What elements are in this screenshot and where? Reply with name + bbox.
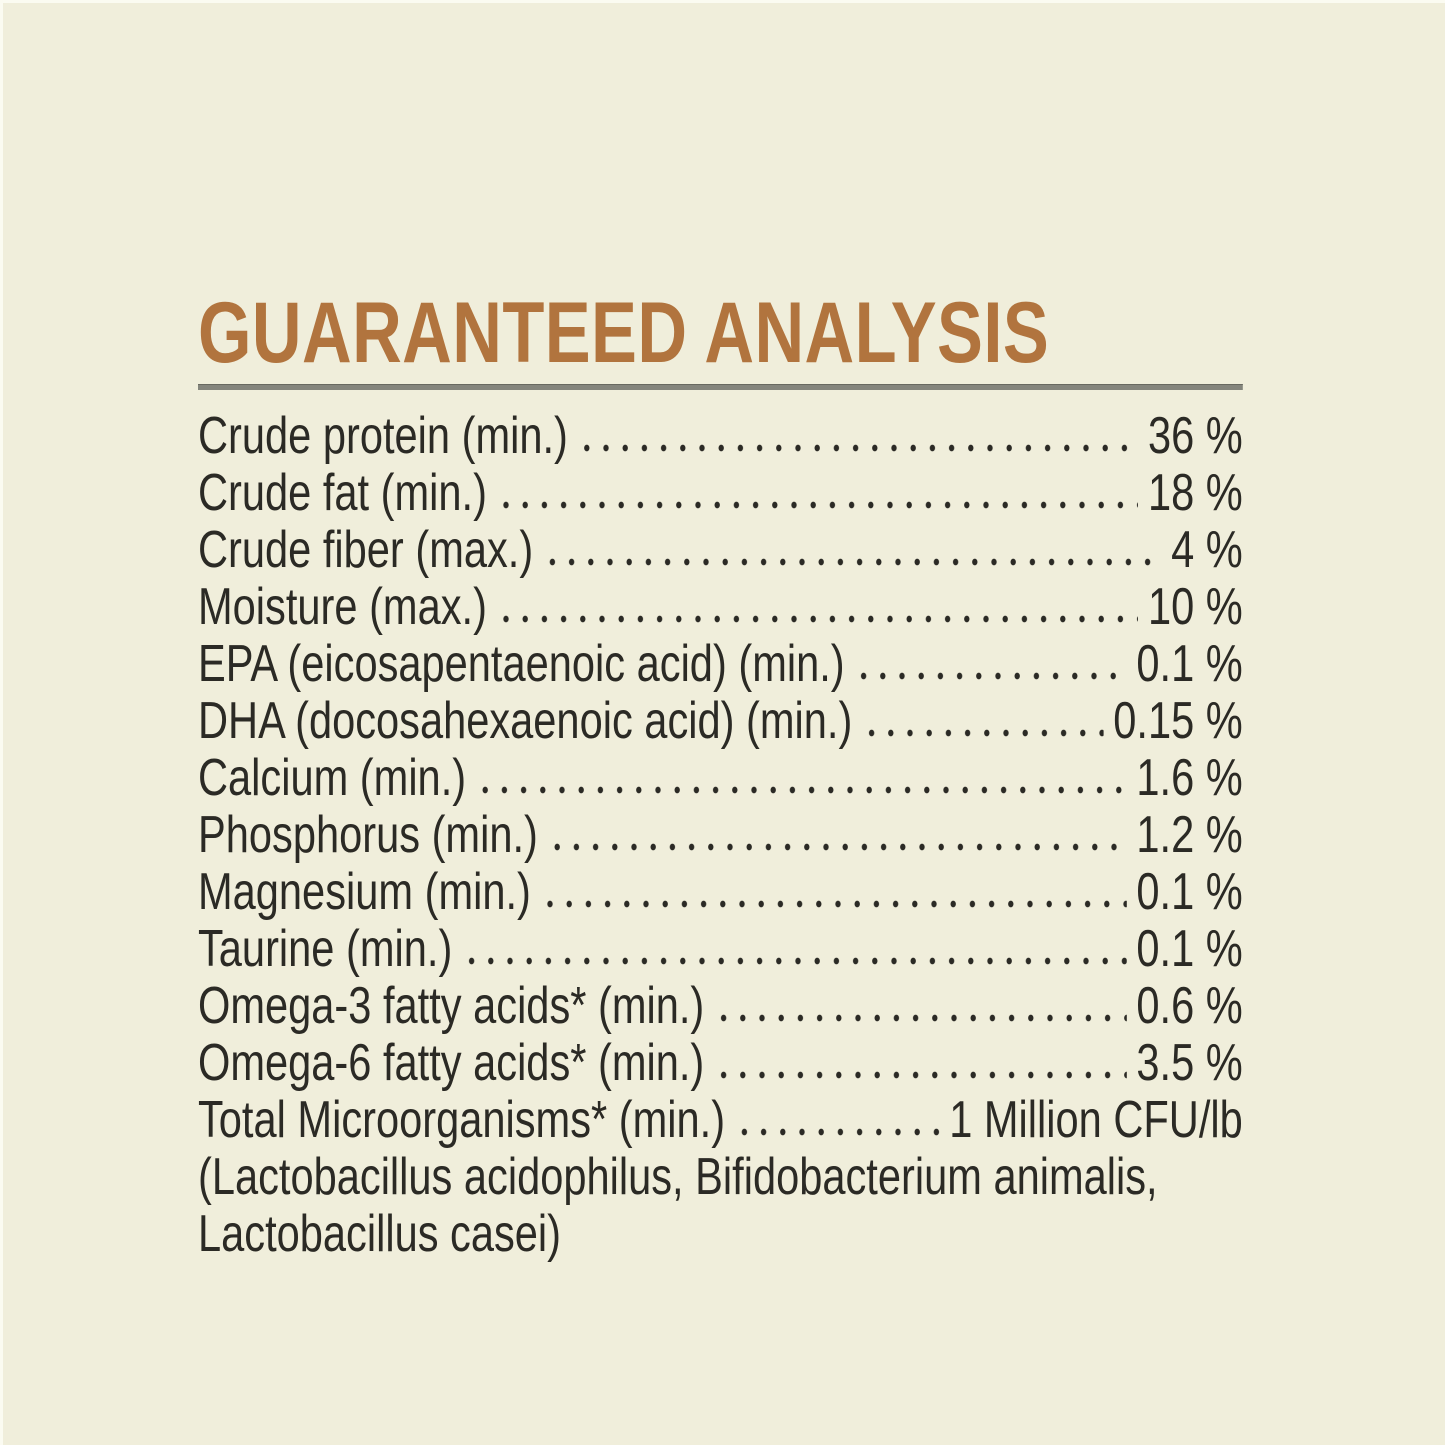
dotted-leader [475, 786, 1127, 795]
nutrient-label: Magnesium (min.) [198, 863, 531, 921]
analysis-row-magnesium: Magnesium (min.) 0.1 % [198, 864, 1243, 921]
guaranteed-analysis-section: GUARANTEED ANALYSIS Crude protein (min.)… [198, 290, 1243, 1263]
analysis-row-dha: DHA (docosahexaenoic acid) (min.) 0.15 % [198, 693, 1243, 750]
dotted-leader [713, 1071, 1127, 1080]
dotted-leader [734, 1128, 940, 1137]
analysis-row-crude-fat: Crude fat (min.) 18 % [198, 465, 1243, 522]
nutrient-value: 36 % [1147, 407, 1243, 465]
analysis-row-crude-protein: Crude protein (min.) 36 % [198, 408, 1243, 465]
nutrient-label: Omega-3 fatty acids* (min.) [198, 977, 705, 1035]
title-rule [198, 384, 1243, 390]
nutrient-value: 1.6 % [1136, 749, 1243, 807]
nutrient-label: Calcium (min.) [198, 749, 467, 807]
nutrient-value: 3.5 % [1136, 1034, 1243, 1092]
nutrient-label: DHA (docosahexaenoic acid) (min.) [198, 692, 853, 750]
nutrient-label: EPA (eicosapentaenoic acid) (min.) [198, 635, 845, 693]
nutrient-label: Taurine (min.) [198, 920, 453, 978]
nutrient-value: 0.1 % [1136, 863, 1243, 921]
nutrient-value: 10 % [1147, 578, 1243, 636]
nutrient-value: 0.6 % [1136, 977, 1243, 1035]
dotted-leader [854, 672, 1127, 681]
nutrient-value: 1.2 % [1136, 806, 1243, 864]
dotted-leader [713, 1014, 1127, 1023]
nutrient-label: Moisture (max.) [198, 578, 487, 636]
nutrient-label: Total Microorganisms* (min.) [198, 1091, 726, 1149]
dotted-leader [861, 729, 1104, 738]
analysis-row-omega-6: Omega-6 fatty acids* (min.) 3.5 % [198, 1035, 1243, 1092]
dotted-leader [461, 957, 1127, 966]
page-title: GUARANTEED ANALYSIS [198, 285, 1050, 381]
analysis-row-crude-fiber: Crude fiber (max.) 4 % [198, 522, 1243, 579]
nutrient-label: Phosphorus (min.) [198, 806, 538, 864]
dotted-leader [496, 501, 1139, 510]
analysis-row-epa: EPA (eicosapentaenoic acid) (min.) 0.1 % [198, 636, 1243, 693]
footnote-line: (Lactobacillus acidophilus, Bifidobacter… [198, 1148, 1158, 1206]
nutrient-value: 0.1 % [1136, 635, 1243, 693]
dotted-leader [540, 900, 1127, 909]
nutrient-label: Omega-6 fatty acids* (min.) [198, 1034, 705, 1092]
dotted-leader [542, 558, 1162, 567]
nutrient-value: 1 Million CFU/lb [949, 1091, 1243, 1149]
nutrient-label: Crude fiber (max.) [198, 521, 534, 579]
analysis-row-taurine: Taurine (min.) 0.1 % [198, 921, 1243, 978]
analysis-table: Crude protein (min.) 36 % Crude fat (min… [198, 408, 1243, 1263]
footnote-line: Lactobacillus casei) [198, 1205, 562, 1263]
dotted-leader [547, 843, 1127, 852]
nutrient-value: 18 % [1147, 464, 1243, 522]
dotted-leader [496, 615, 1139, 624]
nutrient-value: 0.1 % [1136, 920, 1243, 978]
analysis-row-moisture: Moisture (max.) 10 % [198, 579, 1243, 636]
nutrient-label: Crude protein (min.) [198, 407, 568, 465]
analysis-row-total-microorganisms: Total Microorganisms* (min.) 1 Million C… [198, 1092, 1243, 1149]
analysis-row-phosphorus: Phosphorus (min.) 1.2 % [198, 807, 1243, 864]
nutrient-value: 4 % [1171, 521, 1243, 579]
nutrient-label: Crude fat (min.) [198, 464, 487, 522]
analysis-row-omega-3: Omega-3 fatty acids* (min.) 0.6 % [198, 978, 1243, 1035]
dotted-leader [577, 444, 1139, 453]
analysis-row-calcium: Calcium (min.) 1.6 % [198, 750, 1243, 807]
nutrient-value: 0.15 % [1113, 692, 1243, 750]
